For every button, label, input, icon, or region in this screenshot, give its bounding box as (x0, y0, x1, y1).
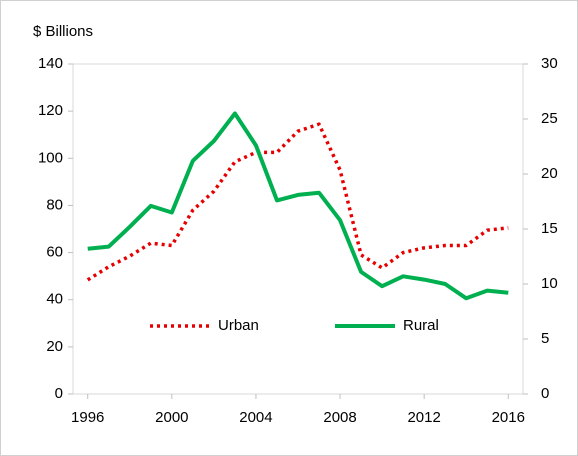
y2-tick-label: 15 (541, 220, 558, 237)
y-tick-label: 60 (46, 244, 63, 261)
x-tick-label: 2004 (239, 409, 272, 426)
x-tick-label: 1996 (71, 409, 104, 426)
y2-tick-label: 20 (541, 165, 558, 182)
y2-tick-label: 30 (541, 55, 558, 72)
y2-tick-label: 5 (541, 330, 549, 347)
series-line (87, 111, 509, 301)
y-tick-label: 120 (38, 102, 63, 119)
y-tick-label: 0 (55, 385, 63, 402)
y-tick-label: 140 (38, 55, 63, 72)
x-tick-label: 2012 (407, 409, 440, 426)
y-tick-label: 100 (38, 149, 63, 166)
y2-tick-label: 25 (541, 110, 558, 127)
y-axis-label: $ Billions (33, 23, 93, 40)
x-tick-label: 2016 (492, 409, 525, 426)
y-tick-label: 20 (46, 338, 63, 355)
x-tick-label: 2000 (155, 409, 188, 426)
y-tick-label: 80 (46, 196, 63, 213)
legend-label: Rural (403, 317, 439, 334)
y2-tick-label: 0 (541, 385, 549, 402)
x-tick-label: 2008 (323, 409, 356, 426)
y2-tick-label: 10 (541, 275, 558, 292)
series-line (86, 122, 509, 282)
legend-label: Urban (218, 317, 259, 334)
y-tick-label: 40 (46, 291, 63, 308)
